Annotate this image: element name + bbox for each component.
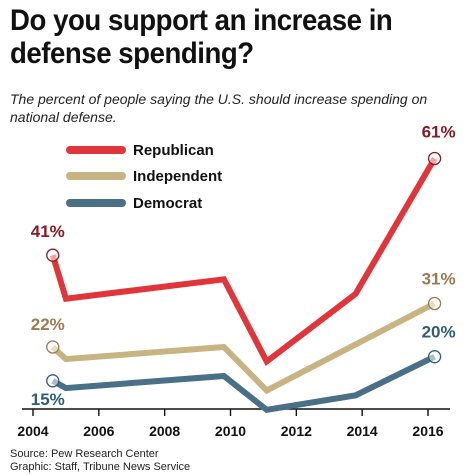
data-point-independent (427, 296, 442, 311)
source-credit: Source: Pew Research Center (10, 448, 159, 460)
series-line-independent (50, 300, 436, 395)
x-tick-label: 2004 (17, 423, 48, 439)
chart-title: Do you support an increase in defense sp… (10, 4, 393, 70)
data-label-independent-start: 22% (31, 315, 65, 334)
data-label-democrat-start: 15% (31, 390, 65, 409)
chart-subtitle: The percent of people saying the U.S. sh… (10, 91, 428, 125)
legend-label-democrat: Democrat (133, 195, 202, 212)
x-tick-label: 2008 (149, 423, 180, 439)
x-tick-label: 2010 (215, 423, 246, 439)
data-point-democrat (427, 350, 442, 364)
x-tick-label: 2012 (281, 423, 312, 439)
series-line-republican (49, 156, 438, 367)
data-label-republican-end: 61% (422, 123, 456, 142)
legend-label-republican: Republican (133, 142, 214, 159)
series-line-democrat (51, 353, 436, 414)
data-label-independent-end: 31% (422, 270, 456, 289)
x-tick-label: 2016 (412, 423, 443, 439)
data-point-republican (427, 151, 442, 166)
graphic-credit: Graphic: Staff, Tribune News Service (10, 461, 191, 473)
data-label-republican-start: 41% (31, 222, 65, 241)
x-tick-label: 2006 (83, 423, 114, 439)
legend-label-independent: Independent (133, 168, 222, 185)
x-tick-label: 2014 (347, 423, 378, 439)
data-point-democrat (46, 374, 60, 388)
data-point-republican (46, 248, 60, 262)
data-label-democrat-end: 20% (422, 323, 456, 342)
data-point-independent (46, 340, 60, 354)
